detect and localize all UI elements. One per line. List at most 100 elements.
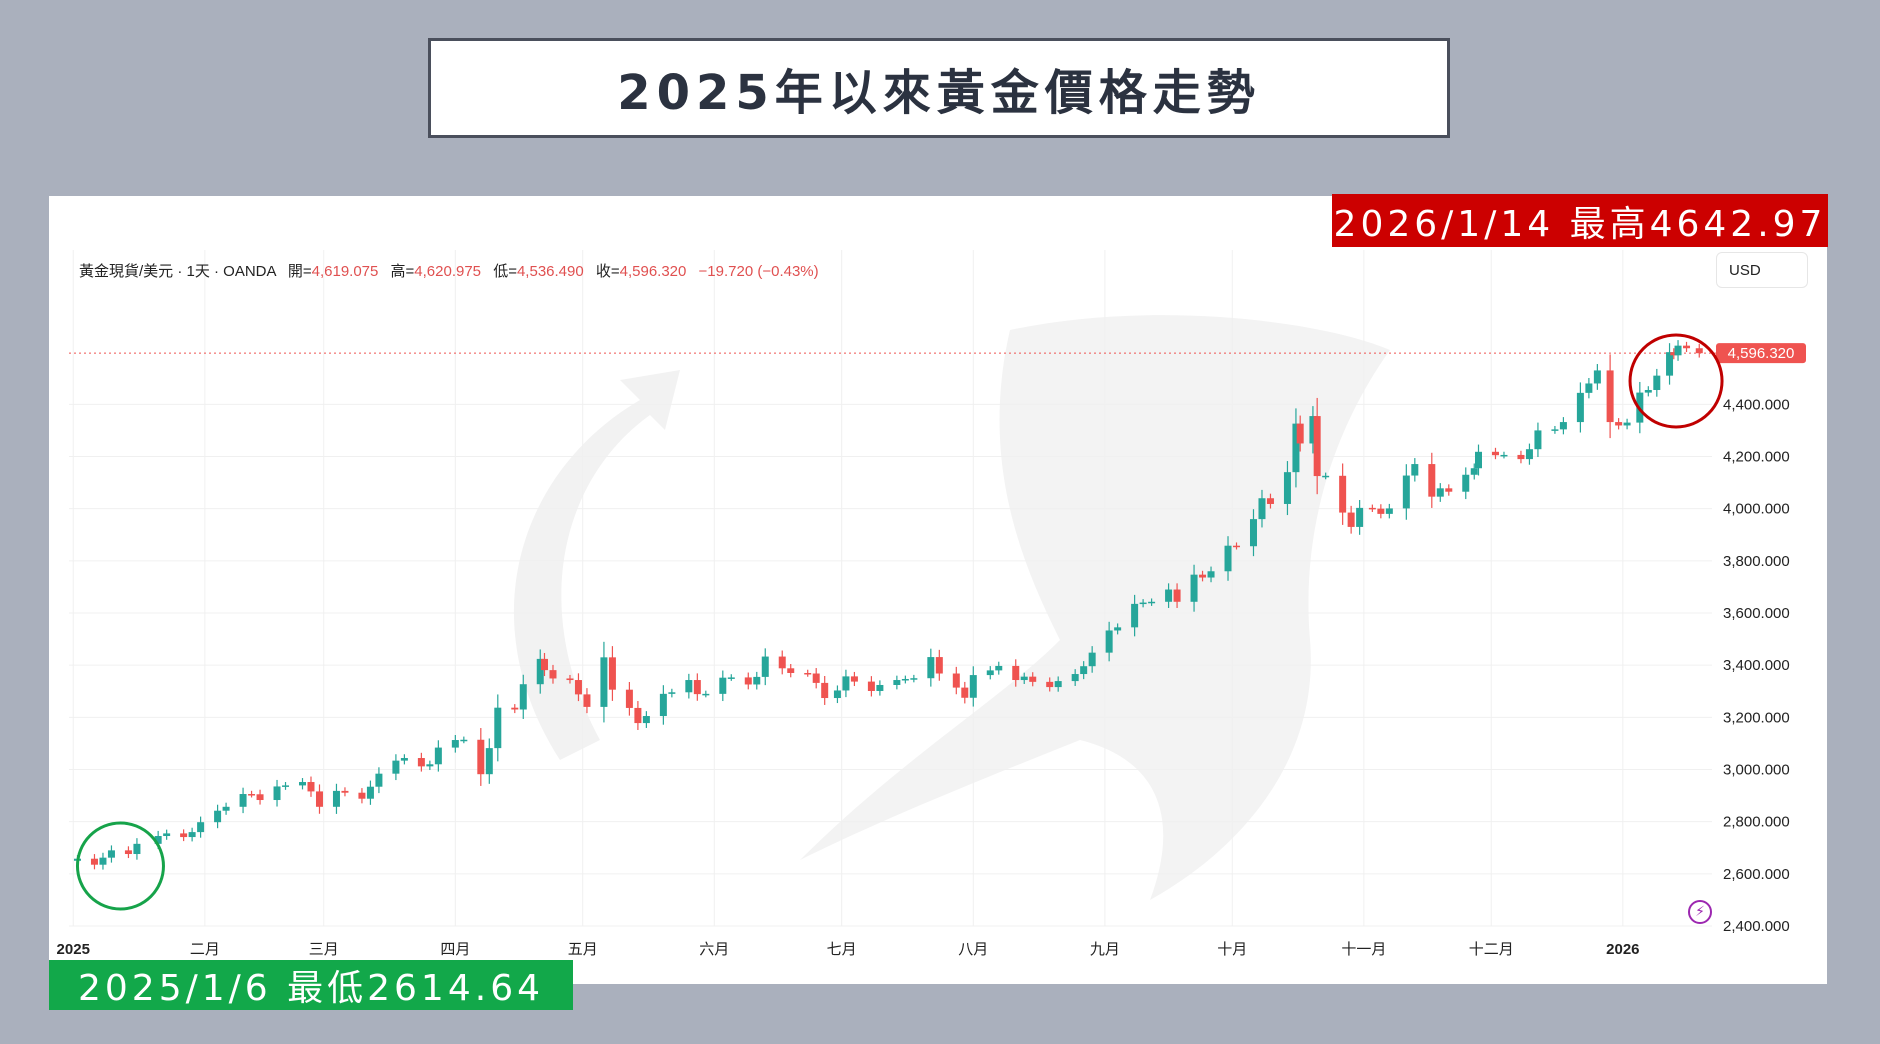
- candle-body[interactable]: [600, 657, 608, 707]
- candle-body[interactable]: [1173, 589, 1181, 602]
- candle-body[interactable]: [1500, 454, 1508, 457]
- candle-body[interactable]: [107, 850, 115, 858]
- candle-body[interactable]: [727, 677, 735, 679]
- candle-body[interactable]: [417, 758, 425, 767]
- candle-body[interactable]: [1046, 681, 1054, 688]
- candle-body[interactable]: [1199, 574, 1207, 578]
- candle-body[interactable]: [1080, 666, 1088, 675]
- candle-body[interactable]: [1377, 508, 1385, 514]
- candle-body[interactable]: [540, 658, 548, 671]
- candle-body[interactable]: [90, 858, 98, 865]
- candle-body[interactable]: [702, 693, 710, 696]
- candle-body[interactable]: [133, 843, 141, 855]
- candle-body[interactable]: [536, 658, 544, 685]
- candle-body[interactable]: [1445, 488, 1453, 492]
- candle-body[interactable]: [366, 786, 374, 799]
- candle-body[interactable]: [1012, 665, 1020, 681]
- candle-body[interactable]: [1462, 474, 1470, 492]
- candle-body[interactable]: [1105, 630, 1113, 653]
- candle-body[interactable]: [893, 680, 901, 685]
- candle-body[interactable]: [1339, 475, 1347, 513]
- lightning-icon[interactable]: ⚡: [1688, 900, 1712, 924]
- candle-body[interactable]: [935, 657, 943, 674]
- candle-body[interactable]: [986, 670, 994, 676]
- candle-body[interactable]: [511, 707, 519, 710]
- candle-body[interactable]: [1666, 352, 1674, 376]
- candle-body[interactable]: [1258, 498, 1266, 520]
- candle-body[interactable]: [778, 656, 786, 669]
- candle-body[interactable]: [273, 786, 281, 801]
- candle-body[interactable]: [927, 657, 935, 679]
- candle-body[interactable]: [188, 832, 196, 838]
- candle-body[interactable]: [248, 794, 256, 796]
- candle-body[interactable]: [315, 791, 323, 807]
- candle-body[interactable]: [1313, 416, 1321, 477]
- candle-body[interactable]: [1436, 488, 1444, 497]
- candle-body[interactable]: [426, 764, 434, 767]
- candle-body[interactable]: [197, 822, 205, 833]
- candle-body[interactable]: [1606, 370, 1614, 423]
- candle-body[interactable]: [1559, 422, 1567, 430]
- candle-body[interactable]: [1576, 392, 1584, 423]
- candle-body[interactable]: [1114, 627, 1122, 631]
- candle-body[interactable]: [222, 806, 230, 811]
- candle-body[interactable]: [744, 677, 752, 685]
- candle-body[interactable]: [1534, 430, 1542, 450]
- candle-body[interactable]: [1190, 574, 1198, 602]
- candle-body[interactable]: [1653, 375, 1661, 390]
- candle-body[interactable]: [1347, 512, 1355, 527]
- candle-body[interactable]: [1615, 422, 1623, 426]
- candle-body[interactable]: [1283, 472, 1291, 504]
- candle-body[interactable]: [460, 739, 468, 742]
- candle-body[interactable]: [332, 790, 340, 807]
- candle-body[interactable]: [804, 672, 812, 675]
- candle-body[interactable]: [485, 748, 493, 775]
- candle-body[interactable]: [341, 790, 349, 793]
- candle-body[interactable]: [876, 684, 884, 691]
- candle-body[interactable]: [434, 747, 442, 765]
- candle-body[interactable]: [1593, 370, 1601, 384]
- candle-body[interactable]: [1292, 423, 1300, 473]
- candle-body[interactable]: [1670, 352, 1678, 356]
- candle-body[interactable]: [1071, 674, 1079, 682]
- candle-body[interactable]: [1525, 449, 1533, 460]
- candle-body[interactable]: [1029, 676, 1037, 682]
- candle-body[interactable]: [821, 682, 829, 699]
- candle-body[interactable]: [1322, 475, 1330, 478]
- candle-body[interactable]: [124, 850, 132, 855]
- candle-body[interactable]: [995, 665, 1003, 671]
- candle-body[interactable]: [761, 656, 769, 677]
- candle-body[interactable]: [1131, 603, 1139, 628]
- candle-body[interactable]: [850, 676, 858, 682]
- candle-body[interactable]: [477, 739, 485, 775]
- candle-body[interactable]: [1385, 508, 1393, 514]
- candle-body[interactable]: [833, 690, 841, 699]
- candle-body[interactable]: [969, 675, 977, 698]
- candle-body[interactable]: [952, 673, 960, 688]
- candle-body[interactable]: [910, 678, 918, 680]
- candle-body[interactable]: [400, 758, 408, 761]
- candle-body[interactable]: [1428, 464, 1436, 497]
- candle-body[interactable]: [693, 680, 701, 695]
- candle-body[interactable]: [1474, 451, 1482, 469]
- candle-body[interactable]: [1233, 545, 1241, 548]
- candle-body[interactable]: [1491, 451, 1499, 456]
- candle-body[interactable]: [787, 668, 795, 673]
- candle-body[interactable]: [625, 689, 633, 708]
- candle-body[interactable]: [574, 680, 582, 695]
- candle-body[interactable]: [1674, 345, 1682, 356]
- candle-body[interactable]: [1207, 571, 1215, 578]
- candle-body[interactable]: [812, 673, 820, 683]
- candle-body[interactable]: [642, 716, 650, 724]
- candle-body[interactable]: [256, 794, 264, 801]
- candle-body[interactable]: [1249, 519, 1257, 547]
- candle-body[interactable]: [961, 687, 969, 698]
- candle-body[interactable]: [583, 694, 591, 707]
- candle-body[interactable]: [282, 785, 290, 787]
- candle-body[interactable]: [901, 678, 909, 681]
- candle-body[interactable]: [519, 684, 527, 710]
- candle-body[interactable]: [685, 680, 693, 693]
- candle-body[interactable]: [1470, 468, 1478, 475]
- candle-body[interactable]: [307, 782, 315, 792]
